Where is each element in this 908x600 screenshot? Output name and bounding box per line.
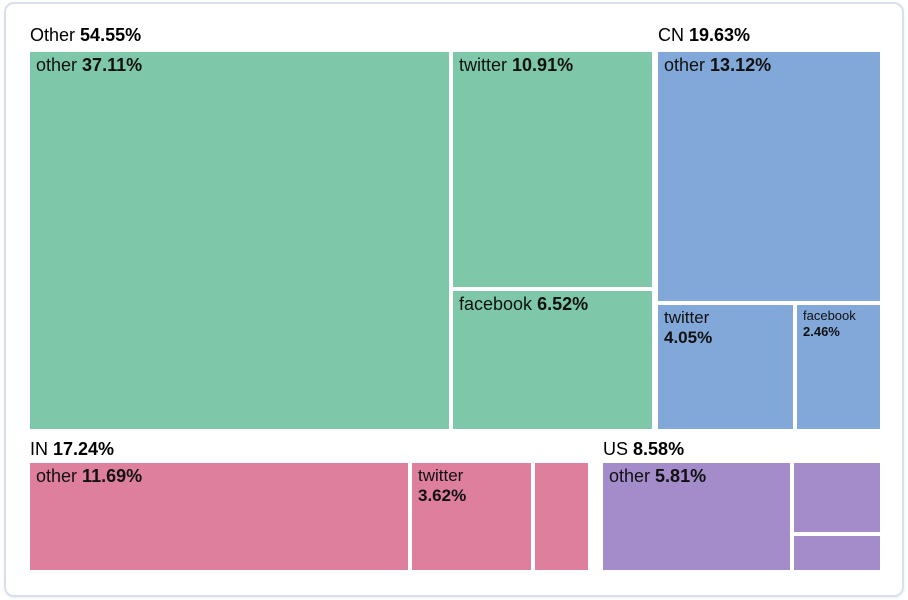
cell-value: 11.69% (82, 466, 143, 486)
cell-value: 5.81% (655, 466, 707, 486)
group-header-in: IN 17.24% (30, 439, 114, 459)
treemap-cell-cn-twitter[interactable]: twitter 4.05% (658, 305, 793, 429)
cell-label: other (664, 55, 706, 75)
group-header-us: US 8.58% (603, 439, 684, 459)
group-label: CN (658, 25, 684, 45)
group-header-other: Other 54.55% (30, 25, 141, 45)
treemap-cell-in-twitter[interactable]: twitter 3.62% (412, 463, 531, 570)
treemap-cell-cn-facebook[interactable]: facebook 2.46% (797, 305, 880, 429)
group-header-cn: CN 19.63% (658, 25, 750, 45)
group-label: Other (30, 25, 76, 45)
cell-label: twitter (664, 308, 710, 327)
cell-value: 37.11% (82, 55, 143, 75)
treemap-cell-other-facebook[interactable]: facebook 6.52% (453, 291, 652, 429)
cell-value: 2.46% (803, 324, 840, 340)
cell-label: other (36, 55, 78, 75)
cell-label: other (36, 466, 78, 486)
group-label: US (603, 439, 629, 459)
treemap-cell-cn-other[interactable]: other 13.12% (658, 52, 880, 301)
cell-label: twitter (459, 55, 508, 75)
cell-value: 13.12% (710, 55, 772, 75)
treemap-cell-us-other[interactable]: other 5.81% (603, 463, 790, 570)
cell-value: 4.05% (664, 328, 713, 348)
treemap-cell-in-other[interactable]: other 11.69% (30, 463, 408, 570)
treemap-cell-us-unlabeled-2[interactable] (794, 536, 880, 570)
treemap-cell-other-twitter[interactable]: twitter 10.91% (453, 52, 652, 287)
group-value: 54.55% (80, 25, 142, 45)
cell-value: 10.91% (512, 55, 574, 75)
cell-value: 6.52% (537, 294, 589, 314)
group-value: 8.58% (633, 439, 685, 459)
cell-label: facebook (803, 308, 856, 323)
group-label: IN (30, 439, 48, 459)
treemap-cell-in-unlabeled[interactable] (535, 463, 588, 570)
treemap-cell-us-unlabeled-1[interactable] (794, 463, 880, 532)
cell-label: facebook (459, 294, 533, 314)
cell-value: 3.62% (418, 486, 467, 506)
cell-label: other (609, 466, 651, 486)
group-value: 19.63% (689, 25, 751, 45)
treemap-cell-other-other[interactable]: other 37.11% (30, 52, 449, 429)
group-value: 17.24% (53, 439, 115, 459)
cell-label: twitter (418, 466, 464, 485)
